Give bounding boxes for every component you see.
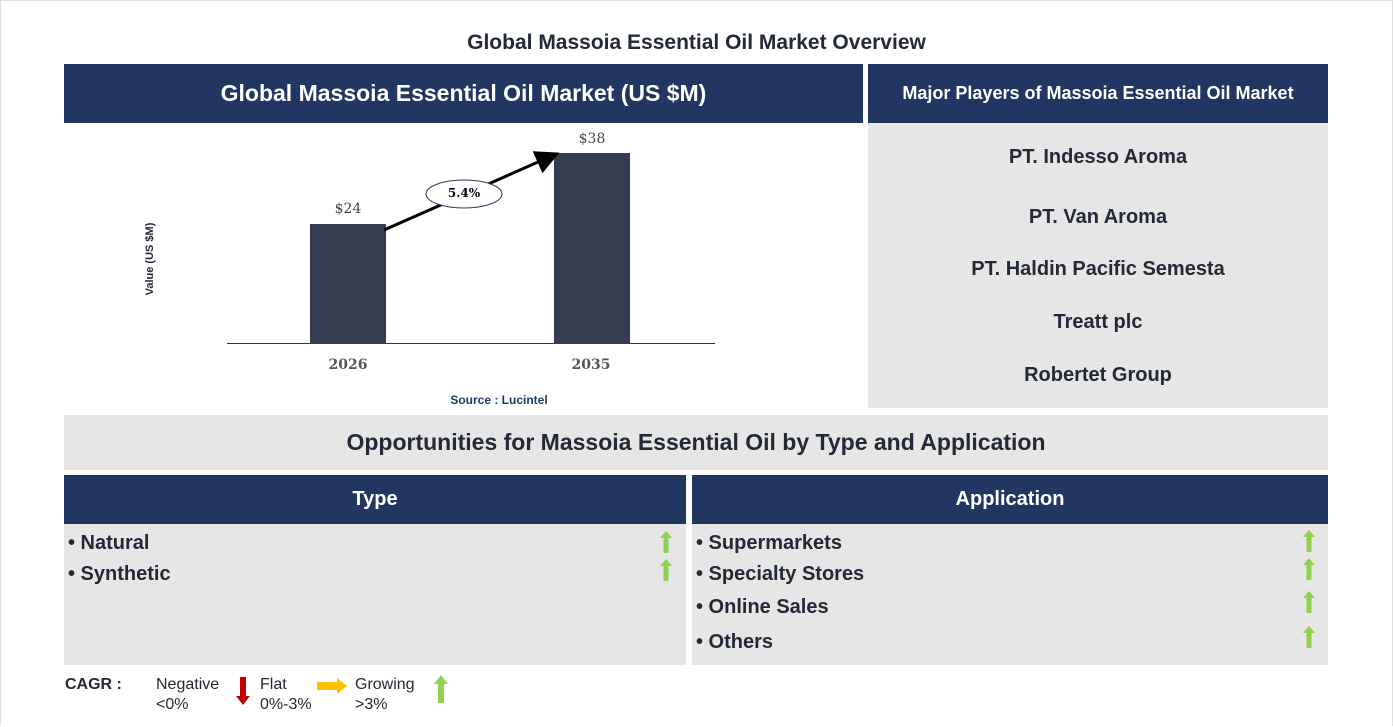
- legend-negative-range: <0%: [156, 696, 189, 713]
- legend-cagr-label: CAGR :: [65, 676, 122, 693]
- legend-growing-range: >3%: [355, 696, 388, 713]
- negative-down-arrow-icon: [236, 677, 250, 705]
- x-tick-2035: 2035: [571, 357, 611, 373]
- x-axis-line: [227, 343, 715, 344]
- bar-value-2026: $24: [334, 201, 362, 217]
- growing-arrow-icon: [1303, 558, 1315, 580]
- players-header: Major Players of Massoia Essential Oil M…: [868, 64, 1328, 123]
- type-item-synthetic: • Synthetic: [68, 563, 171, 585]
- player-item: PT. Van Aroma: [1028, 206, 1168, 228]
- growing-arrow-icon: [660, 559, 672, 581]
- player-item: PT. Haldin Pacific Semesta: [971, 258, 1225, 280]
- player-item: Robertet Group: [1024, 364, 1172, 386]
- type-item-natural: • Natural: [68, 532, 150, 554]
- legend-negative: Negative <0%: [156, 675, 219, 715]
- bar-value-2035: $38: [578, 131, 606, 147]
- market-chart: Value (US $M) $24 $38 2026 2035 5.4% Sou…: [64, 123, 863, 410]
- application-item-specialty-stores: • Specialty Stores: [696, 563, 865, 585]
- growing-arrow-icon: [660, 531, 672, 553]
- legend-negative-name: Negative: [156, 676, 220, 693]
- page-title: Global Massoia Essential Oil Market Over…: [467, 31, 926, 54]
- opportunities-title: Opportunities for Massoia Essential Oil …: [64, 415, 1328, 470]
- chart-header: Global Massoia Essential Oil Market (US …: [64, 64, 863, 123]
- source-label: Source : Lucintel: [450, 393, 548, 407]
- player-item: PT. Indesso Aroma: [1008, 146, 1188, 168]
- flat-right-arrow-icon: [317, 678, 347, 694]
- cagr-value: 5.4%: [447, 186, 481, 200]
- legend-flat: Flat 0%-3%: [260, 675, 312, 715]
- application-item-online-sales: • Online Sales: [696, 596, 829, 618]
- growing-arrow-icon: [1303, 530, 1315, 552]
- cagr-arrow-icon: [383, 151, 560, 232]
- growing-arrow-icon: [1303, 591, 1315, 613]
- growing-arrow-icon: [1303, 626, 1315, 648]
- application-header: Application: [692, 475, 1328, 524]
- type-header: Type: [64, 475, 686, 524]
- legend-flat-name: Flat: [260, 676, 287, 693]
- application-item-others: • Others: [696, 631, 774, 653]
- legend-growing-name: Growing: [355, 676, 415, 693]
- growing-up-arrow-icon: [434, 675, 448, 703]
- legend-flat-range: 0%-3%: [260, 696, 312, 713]
- application-item-supermarkets: • Supermarkets: [696, 532, 842, 554]
- legend-growing: Growing >3%: [355, 675, 415, 715]
- x-tick-2026: 2026: [328, 357, 368, 373]
- player-item: Treatt plc: [1053, 311, 1143, 333]
- application-list: • Supermarkets • Specialty Stores • Onli…: [692, 524, 1328, 665]
- players-list: PT. Indesso Aroma PT. Van Aroma PT. Hald…: [868, 123, 1328, 408]
- bar-2026: [310, 224, 386, 344]
- type-list: • Natural • Synthetic: [64, 524, 686, 665]
- bar-2035: [554, 153, 630, 344]
